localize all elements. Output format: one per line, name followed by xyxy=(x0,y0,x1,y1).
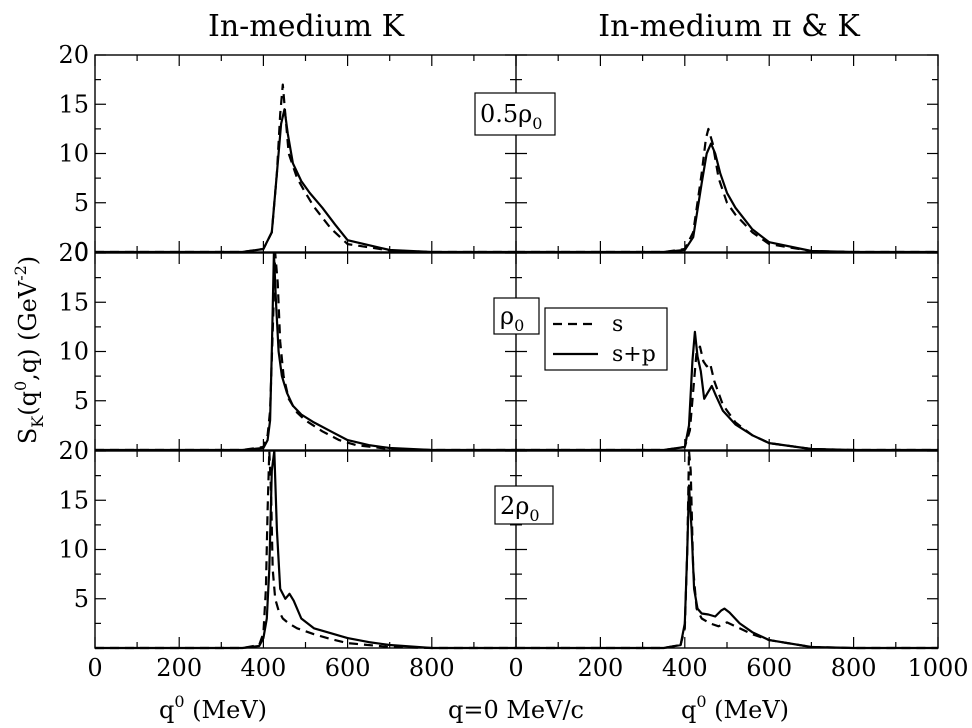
x-tick-label: 600 xyxy=(325,654,371,682)
y-tick-label: 15 xyxy=(58,486,89,514)
x-axis-title-unit: (MeV) xyxy=(185,696,267,724)
svg-text:2ρ0: 2ρ0 xyxy=(500,492,540,525)
x-tick-label: 200 xyxy=(156,654,202,682)
density-label-row3: 2ρ0 xyxy=(494,485,554,525)
density-label-row2: ρ0 xyxy=(493,297,540,335)
y-tick-label: 0 xyxy=(74,238,89,266)
series-s-line-row1-in-medium-K xyxy=(95,83,516,254)
y-axis-title-mid2: ,q) (GeV xyxy=(14,280,42,381)
density-sub: 0 xyxy=(532,114,542,133)
legend: s s+p xyxy=(544,307,668,371)
x-tick-label: 200 xyxy=(577,654,623,682)
column-title-left: In-medium K xyxy=(208,9,405,44)
y-tick-label: 10 xyxy=(58,536,89,564)
series-s-plus-p-line-row1-in-medium-pi-K xyxy=(516,142,938,254)
y-tick-label: 20 xyxy=(58,239,89,267)
x-tick-label: 0 xyxy=(508,654,523,682)
series-s-plus-p-line-row3-in-medium-pi-K xyxy=(516,484,938,650)
y-tick-label: 5 xyxy=(74,387,89,415)
y-axis-title-sup1: 0 xyxy=(11,381,30,391)
y-tick-label: 10 xyxy=(58,338,89,366)
y-axis-title-mid1: (q xyxy=(14,391,42,416)
x-tick-label: 600 xyxy=(746,654,792,682)
density-prefix: 2ρ xyxy=(500,492,529,520)
x-tick-label: 400 xyxy=(662,654,708,682)
y-tick-label: 20 xyxy=(58,41,89,69)
x-axis-title-main: q xyxy=(681,696,696,724)
density-sub: 0 xyxy=(529,506,539,525)
x-tick-label: 0 xyxy=(87,654,102,682)
legend-label-s-p: s+p xyxy=(612,342,656,367)
legend-label-s: s xyxy=(612,312,623,337)
density-label-row1: 0.5ρ0 xyxy=(474,92,556,136)
y-tick-label: 10 xyxy=(58,140,89,168)
x-tick-label: 1000 xyxy=(907,654,968,682)
center-momentum-label: q=0 MeV/c xyxy=(448,696,584,724)
x-tick-label: 800 xyxy=(409,654,455,682)
x-tick-label: 400 xyxy=(240,654,286,682)
column-title-right: In-medium π & K xyxy=(598,9,860,44)
y-tick-label: 5 xyxy=(74,585,89,613)
x-axis-title-sup: 0 xyxy=(696,692,706,711)
y-tick-label: 20 xyxy=(58,437,89,465)
x-tick-label: 800 xyxy=(831,654,877,682)
series-s-plus-p-line-row2-in-medium-K xyxy=(95,251,516,452)
series-s-line-row3-in-medium-pi-K xyxy=(516,449,938,650)
y-axis-title-end: ) xyxy=(14,256,42,265)
series-s-plus-p-line-row3-in-medium-K xyxy=(95,449,516,650)
y-axis-title-sup2: -2 xyxy=(11,265,30,281)
y-tick-label: 5 xyxy=(74,189,89,217)
x-axis-title-main: q xyxy=(159,696,174,724)
y-tick-label: 15 xyxy=(58,288,89,316)
series-s-plus-p-line-row1-in-medium-K xyxy=(95,108,516,254)
density-prefix: 0.5ρ xyxy=(480,100,532,128)
y-axis-title-sub: K xyxy=(28,415,47,428)
x-axis-title-left: q0 (MeV) xyxy=(159,692,267,724)
series-s-line-row2-in-medium-K xyxy=(95,251,516,452)
density-sub: 0 xyxy=(514,316,524,335)
svg-text:0.5ρ0: 0.5ρ0 xyxy=(480,100,542,133)
y-axis-title-main: S xyxy=(14,428,42,444)
x-axis-title-unit: (MeV) xyxy=(707,696,789,724)
series-s-line-row3-in-medium-K xyxy=(95,449,516,650)
y-axis-title: SK(q0,q) (GeV-2) xyxy=(11,256,47,444)
density-prefix: ρ xyxy=(500,302,514,330)
x-axis-title-right: q0 (MeV) xyxy=(681,692,789,724)
y-tick-label: 15 xyxy=(58,90,89,118)
svg-text:ρ0: ρ0 xyxy=(500,302,524,335)
x-axis-title-sup: 0 xyxy=(174,692,184,711)
